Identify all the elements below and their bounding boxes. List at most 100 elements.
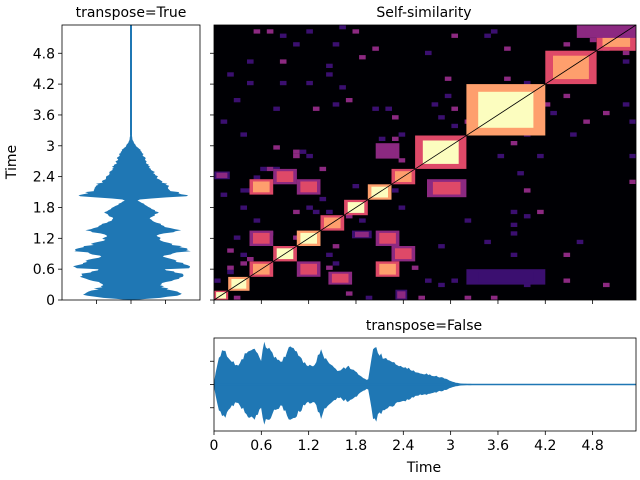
- heatmap-speckle: [332, 261, 340, 266]
- bottom-x-tick-label: 1.8: [345, 438, 367, 454]
- bottom-x-tick-label: 3: [446, 438, 455, 454]
- heatmap-block-core: [432, 181, 461, 195]
- heatmap-speckle: [312, 106, 320, 111]
- heatmap-speckle: [247, 80, 254, 86]
- left-y-tick-label: 3: [46, 139, 55, 155]
- heatmap-speckle: [345, 214, 353, 219]
- heatmap-speckle: [240, 188, 247, 193]
- heatmap-speckle: [359, 55, 366, 60]
- heatmap-speckle: [319, 166, 327, 172]
- heatmap-speckle: [279, 59, 287, 64]
- heatmap-speckle: [589, 37, 597, 43]
- heatmap-speckle: [563, 42, 571, 47]
- heatmap-speckle: [438, 115, 445, 120]
- bottom-x-axis-label: Time: [406, 460, 441, 476]
- heatmap-speckle: [425, 278, 432, 283]
- heatmap-speckle: [451, 106, 458, 111]
- heatmap-speckle: [510, 209, 518, 215]
- heatmap-speckle: [293, 149, 300, 154]
- heatmap-speckle: [273, 106, 280, 111]
- heatmap-speckle: [339, 25, 346, 30]
- heatmap-speckle: [398, 205, 406, 210]
- heatmap-speckle: [359, 218, 366, 223]
- heatmap-speckle: [240, 132, 247, 137]
- heatmap-block-core: [253, 181, 270, 193]
- heatmap-speckle: [523, 80, 531, 86]
- heatmap-speckle: [563, 93, 571, 99]
- left-y-ticks: 0 0.6 1.2 1.8 2.4 3 3.6 4.2 4.8: [33, 46, 62, 309]
- heatmap-block-core: [379, 145, 396, 157]
- heatmap-speckle: [332, 244, 340, 249]
- heatmap-speckle: [418, 295, 425, 300]
- heatmap-speckle: [233, 98, 241, 103]
- heatmap-speckle: [240, 205, 247, 210]
- heatmap-block-core: [300, 263, 317, 275]
- heatmap-speckle: [365, 295, 373, 300]
- heatmap: [213, 24, 637, 301]
- heatmap-speckle: [629, 179, 636, 184]
- heatmap-speckle: [306, 80, 313, 86]
- heatmap-speckle: [451, 123, 458, 129]
- heatmap-speckle: [490, 29, 498, 34]
- heatmap-speckle: [247, 257, 254, 262]
- heatmap-speckle: [220, 119, 228, 124]
- heatmap-speckle: [240, 261, 247, 266]
- heatmap-speckle: [372, 106, 379, 111]
- heatmap-block-core: [395, 248, 412, 260]
- bottom-x-tick-label: 1.2: [298, 438, 320, 454]
- heatmap-speckle: [629, 119, 636, 124]
- heatmap-speckle: [451, 278, 458, 283]
- heatmap-speckle: [326, 72, 333, 77]
- left-y-tick-label: 0.6: [33, 262, 55, 278]
- heatmap-speckle: [451, 33, 458, 38]
- heatmap-speckle: [345, 291, 353, 296]
- heatmap-speckle: [563, 252, 571, 257]
- heatmap-speckle: [253, 29, 261, 34]
- heatmap-speckle: [425, 50, 432, 56]
- heatmap-speckle: [306, 153, 313, 159]
- heatmap-speckle: [279, 80, 287, 86]
- heatmap-speckle: [523, 282, 531, 288]
- left-waveform-fill: [73, 25, 191, 300]
- heatmap-speckle: [497, 153, 505, 159]
- heatmap-speckle: [233, 295, 241, 300]
- heatmap-speckle: [372, 46, 379, 51]
- heatmap-speckle: [622, 50, 630, 56]
- bottom-plot-title: transpose=False: [366, 318, 482, 334]
- left-y-tick-label: 4.8: [33, 46, 55, 62]
- heatmap-speckle: [227, 72, 234, 77]
- heatmap-speckle: [233, 235, 241, 240]
- heatmap-speckle: [293, 235, 300, 240]
- heatmap-speckle: [398, 158, 406, 163]
- left-waveform: [73, 25, 191, 300]
- heatmap-speckle: [227, 248, 234, 253]
- heatmap-speckle: [510, 231, 518, 236]
- left-y-tick-label: 1.2: [33, 231, 55, 247]
- heatmap-speckle: [490, 295, 498, 300]
- heatmap-block-core: [585, 26, 628, 36]
- heatmap-speckle: [444, 93, 452, 99]
- heatmap-block-core: [478, 271, 534, 283]
- heatmap-speckle: [510, 141, 518, 146]
- left-y-tick-label: 1.8: [33, 200, 55, 216]
- heatmap-speckle: [378, 136, 386, 141]
- heatmap-block-core: [397, 291, 406, 299]
- heatmap-block-core: [300, 181, 317, 193]
- heatmap-speckle: [570, 132, 577, 137]
- heatmap-speckle: [319, 196, 327, 202]
- heatmap-speckle: [576, 239, 584, 245]
- heatmap-speckle: [510, 222, 518, 227]
- heatmap-speckle: [464, 295, 472, 300]
- heatmap-speckle: [622, 102, 630, 107]
- bottom-x-tick-label: 2.4: [392, 438, 414, 454]
- heatmap-speckle: [543, 102, 551, 107]
- heatmap-speckle: [214, 278, 221, 283]
- left-plot-title: transpose=True: [76, 5, 187, 21]
- heatmap-speckle: [253, 175, 261, 180]
- heatmap-speckle: [523, 188, 531, 193]
- heatmap-speckle: [411, 265, 419, 270]
- heatmap-speckle: [444, 76, 452, 81]
- left-x-ticks: [96, 300, 166, 304]
- heatmap-speckle: [603, 282, 610, 288]
- self-similarity-panel: Self-similarity: [210, 5, 637, 304]
